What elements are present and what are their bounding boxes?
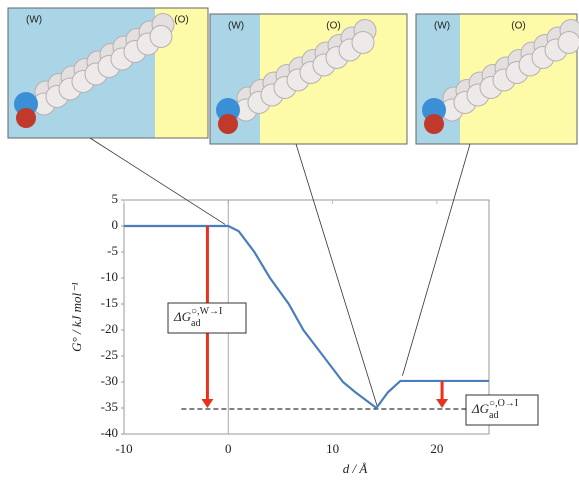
x-tick-label: -10: [115, 441, 132, 456]
y-tick-label: -35: [101, 399, 118, 414]
figure: d / Å G° / kJ mol⁻¹ (W) (O) (W) (O) (W) (O) 5 0…: [0, 0, 579, 486]
atom: [558, 32, 579, 54]
leader-line: [402, 144, 470, 376]
inset-label-w: (W): [228, 21, 244, 32]
atom: [150, 26, 172, 48]
inset-label-o: (O): [174, 15, 188, 26]
inset: (W) (O): [416, 14, 579, 144]
head-red: [218, 114, 238, 134]
x-axis-label: d / Å: [343, 461, 368, 476]
inset-label-o: (O): [511, 21, 525, 32]
y-tick-label: -15: [101, 295, 118, 310]
y-tick-label: 0: [112, 217, 119, 232]
atom: [352, 32, 374, 54]
leader-line: [90, 138, 225, 224]
y-tick-label: -30: [101, 373, 118, 388]
head-red: [424, 114, 444, 134]
annotation-sup: ○,O→I: [489, 398, 518, 409]
annotation-main: ΔG: [471, 401, 490, 416]
inset: (W) (O): [210, 14, 407, 144]
y-axis-label: G° / kJ mol⁻¹: [69, 282, 84, 352]
inset-label-o: (O): [326, 21, 340, 32]
annotation-sub: ad: [489, 410, 498, 421]
y-tick-label: -20: [101, 321, 118, 336]
annotation-main: ΔG: [173, 309, 192, 324]
inset-label-w: (W): [26, 15, 42, 26]
x-tick-label: 20: [430, 441, 443, 456]
annotation-sub: ad: [191, 318, 200, 329]
y-tick-label: -25: [101, 347, 118, 362]
y-tick-label: 5: [112, 191, 119, 206]
inset: (W) (O): [8, 8, 208, 138]
y-tick-label: -5: [107, 243, 118, 258]
arrow-head: [436, 399, 448, 408]
x-tick-label: 10: [326, 441, 339, 456]
page: {"chart_data": {"type": "line", "xlabel"…: [0, 0, 579, 486]
inset-label-w: (W): [434, 21, 450, 32]
arrow-head: [201, 399, 213, 408]
leader-line: [296, 144, 377, 407]
annotation-sup: ○,W→I: [191, 306, 222, 317]
x-tick-label: 0: [225, 441, 232, 456]
y-tick-label: -40: [101, 425, 118, 440]
y-tick-label: -10: [101, 269, 118, 284]
head-red: [16, 108, 36, 128]
